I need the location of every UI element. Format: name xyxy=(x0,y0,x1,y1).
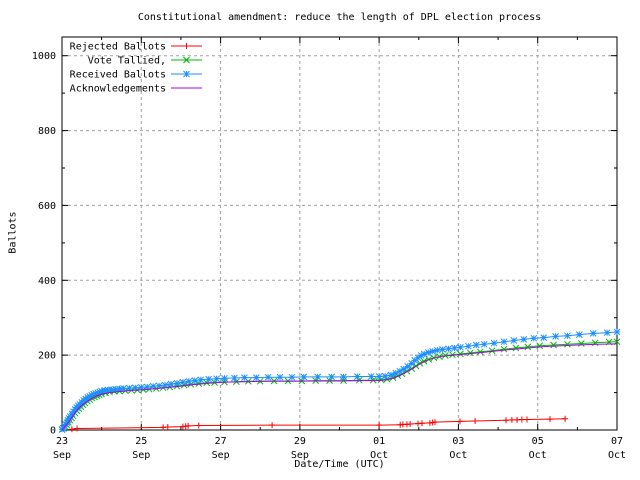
y-axis-label: Ballots xyxy=(7,211,19,254)
legend-label: Rejected Ballots xyxy=(70,42,166,53)
legend: Rejected Ballots Vote Tallied, Received Ba… xyxy=(70,42,202,95)
x-tick-date: 07 xyxy=(611,436,623,447)
legend-entry-acknowledgements: Acknowledgements xyxy=(70,84,202,95)
x-tick-month: Sep xyxy=(53,450,71,461)
series-acknowledgements xyxy=(61,343,618,431)
legend-label: Acknowledgements xyxy=(70,84,166,95)
series-line xyxy=(71,418,566,430)
legend-label: Vote Tallied, xyxy=(88,56,166,67)
x-tick-date: 05 xyxy=(532,436,544,447)
legend-sample-marker xyxy=(183,70,190,78)
y-tick-label: 1000 xyxy=(32,51,56,62)
x-tick-month: Sep xyxy=(291,450,309,461)
y-tick-labels: 0 200 400 600 800 1000 xyxy=(32,51,56,436)
x-tick-month: Sep xyxy=(212,450,230,461)
axis-ticks xyxy=(61,37,618,431)
x-tick-date: 01 xyxy=(373,436,385,447)
x-tick-date: 29 xyxy=(294,436,306,447)
x-tick-date: 25 xyxy=(135,436,147,447)
y-tick-label: 600 xyxy=(38,201,56,212)
chart-title: Constitutional amendment: reduce the len… xyxy=(137,12,542,23)
x-tick-date: 27 xyxy=(215,436,227,447)
series-markers xyxy=(68,415,569,433)
x-tick-month: Oct xyxy=(529,450,547,461)
y-tick-label: 200 xyxy=(38,351,56,362)
plot-border xyxy=(61,36,618,431)
legend-sample-marker xyxy=(183,56,190,64)
x-tick-month: Oct xyxy=(608,450,626,461)
legend-label: Received Ballots xyxy=(70,70,166,81)
gridlines xyxy=(62,37,617,430)
y-tick-label: 800 xyxy=(38,126,56,137)
x-tick-labels: 23 Sep 25 Sep 27 Sep 29 Sep 01 Oct 03 Oct 05 Oct 07 Oct xyxy=(53,436,626,461)
y-tick-label: 0 xyxy=(50,426,56,437)
legend-sample-marker xyxy=(183,43,190,49)
y-tick-label: 400 xyxy=(38,276,56,287)
x-tick-month: Oct xyxy=(370,450,388,461)
x-tick-date: 23 xyxy=(56,436,68,447)
x-tick-date: 03 xyxy=(452,436,464,447)
legend-entry-received-ballots: Received Ballots xyxy=(70,70,202,81)
x-tick-month: Sep xyxy=(132,450,150,461)
x-axis-label: Date/Time (UTC) xyxy=(294,459,385,470)
series-rejected-ballots xyxy=(68,415,569,433)
x-tick-month: Oct xyxy=(449,450,467,461)
series-line xyxy=(61,343,618,431)
legend-entry-rejected-ballots: Rejected Ballots xyxy=(70,42,202,53)
legend-entry-vote-tallied: Vote Tallied, xyxy=(88,56,202,67)
